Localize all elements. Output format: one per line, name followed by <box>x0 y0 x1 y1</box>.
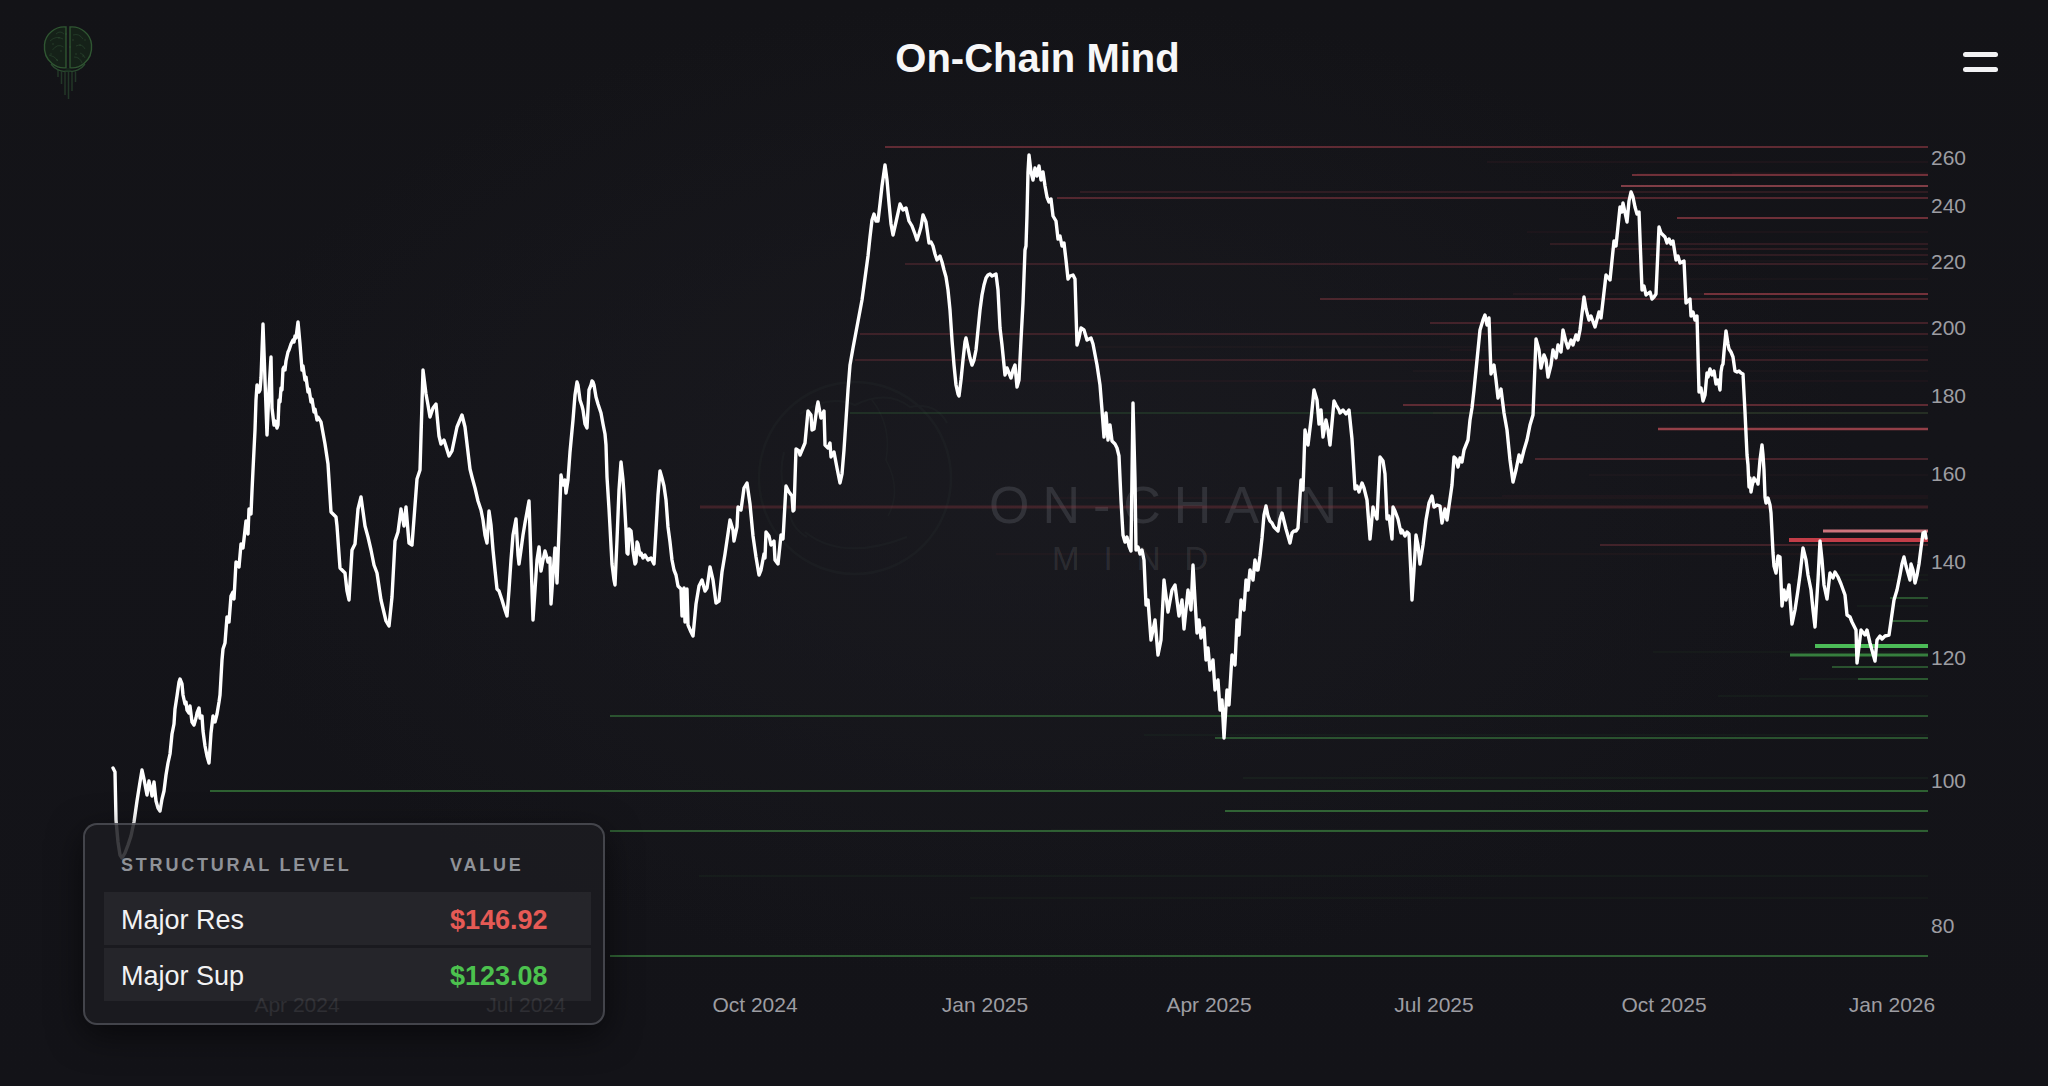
svg-text:ON-CHAIN: ON-CHAIN <box>989 476 1350 534</box>
